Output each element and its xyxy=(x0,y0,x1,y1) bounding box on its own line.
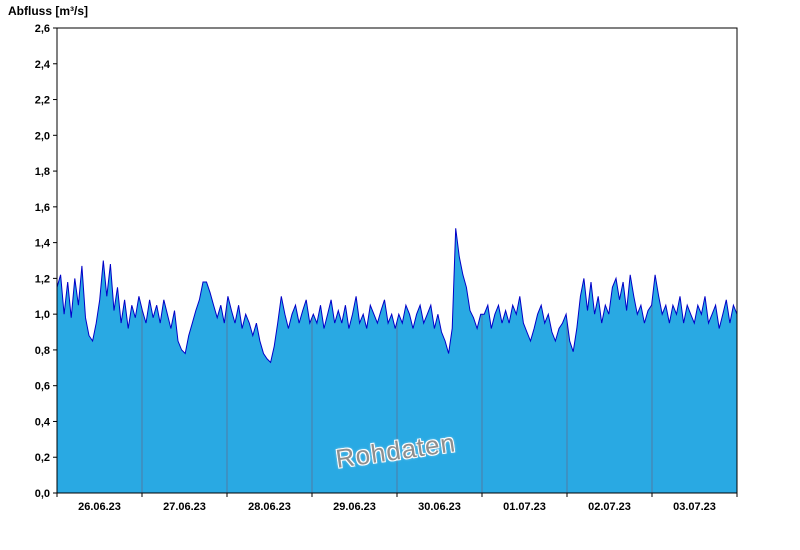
x-tick-label: 03.07.23 xyxy=(673,501,716,513)
y-tick-label: 2,0 xyxy=(35,130,50,142)
x-tick-label: 27.06.23 xyxy=(163,501,206,513)
x-tick-label: 29.06.23 xyxy=(333,501,376,513)
x-tick-label: 30.06.23 xyxy=(418,501,461,513)
y-axis: 0,0 0,2 0,4 0,6 0,8 1,0 1,2 1,4 1,6 1,8 2,0 2,2 2,4 2… xyxy=(35,23,57,500)
y-tick-label: 1,6 xyxy=(35,202,50,214)
y-tick-label: 1,0 xyxy=(35,309,50,321)
y-tick-label: 1,4 xyxy=(35,238,51,250)
y-tick-label: 2,4 xyxy=(35,59,51,71)
y-tick-label: 2,2 xyxy=(35,95,50,107)
y-tick-label: 1,8 xyxy=(35,166,50,178)
y-tick-label: 0,6 xyxy=(35,381,50,393)
x-tick-label: 26.06.23 xyxy=(78,501,121,513)
y-axis-title: Abfluss [m³/s] xyxy=(8,4,89,18)
y-tick-label: 0,0 xyxy=(35,488,50,500)
y-tick-label: 1,2 xyxy=(35,273,50,285)
y-tick-label: 0,4 xyxy=(35,416,51,428)
y-tick-label: 2,6 xyxy=(35,23,50,35)
y-tick-label: 0,8 xyxy=(35,345,50,357)
discharge-line xyxy=(56,228,738,364)
x-axis: 26.06.23 27.06.23 28.06.23 29.06.23 30.06.23… xyxy=(56,493,738,513)
y-tick-label: 0,2 xyxy=(35,452,50,464)
x-tick-label: 01.07.23 xyxy=(503,501,546,513)
x-tick-label: 02.07.23 xyxy=(588,501,631,513)
x-tick-label: 28.06.23 xyxy=(248,501,291,513)
